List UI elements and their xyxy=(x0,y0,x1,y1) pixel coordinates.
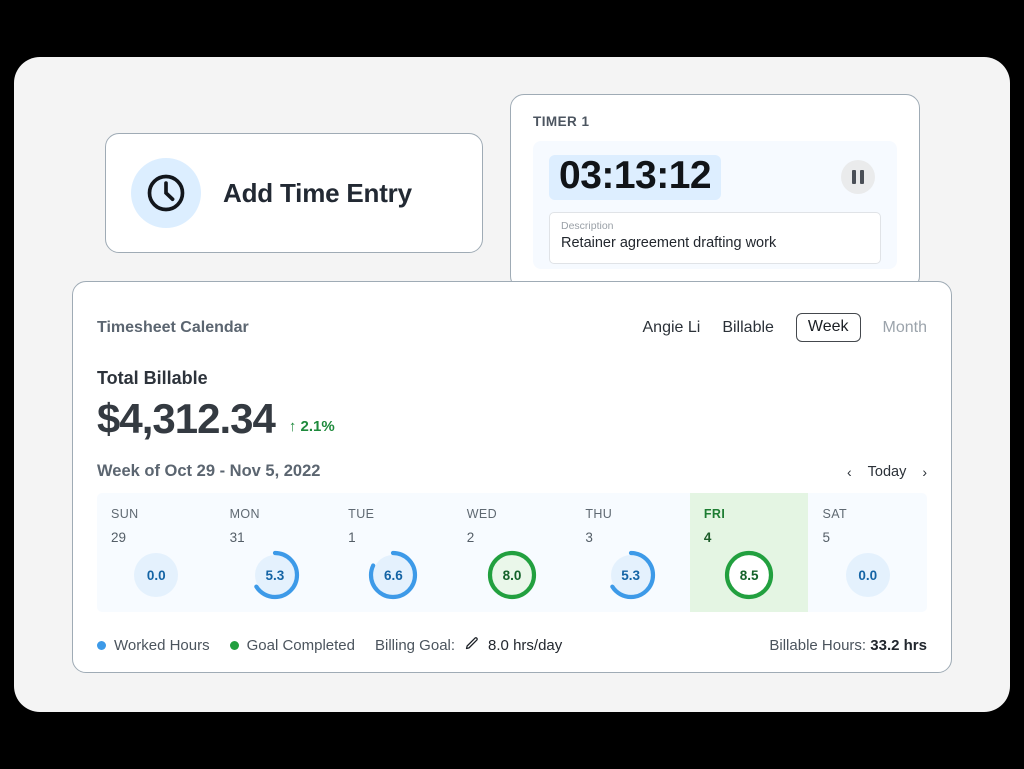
add-time-entry-button[interactable]: Add Time Entry xyxy=(105,133,483,253)
billing-goal-value[interactable]: 8.0 hrs/day xyxy=(488,637,563,654)
pencil-icon[interactable] xyxy=(464,636,479,655)
day-number: 2 xyxy=(466,530,475,545)
day-cell-sun[interactable]: SUN 29 0.0 xyxy=(97,493,216,612)
tab-week[interactable]: Week xyxy=(795,313,861,342)
billable-filter[interactable]: Billable xyxy=(722,318,774,336)
day-number: 1 xyxy=(348,530,356,545)
pause-icon[interactable] xyxy=(841,160,875,195)
day-hours-ring: 0.0 xyxy=(130,549,182,601)
day-number: 5 xyxy=(822,530,830,545)
total-billable-label: Total Billable xyxy=(97,368,208,388)
prev-week-icon[interactable]: ‹ xyxy=(846,463,852,480)
week-navigation-row: Week of Oct 29 - Nov 5, 2022 ‹ Today › xyxy=(97,462,927,481)
pause-bar-right xyxy=(860,170,864,185)
billable-hours-value: 33.2 hrs xyxy=(870,637,927,654)
day-hours-value: 8.5 xyxy=(739,567,759,583)
day-name: THU xyxy=(585,507,613,521)
add-time-entry-label: Add Time Entry xyxy=(223,177,412,208)
day-cell-wed[interactable]: WED 2 8.0 xyxy=(452,493,572,612)
day-name: WED xyxy=(466,507,498,521)
legend-dot-goal xyxy=(229,641,239,650)
legend-group: Worked Hours Goal Completed Billing Goal… xyxy=(97,636,562,655)
day-hours-value: 5.3 xyxy=(621,567,640,583)
week-days-grid: SUN 29 0.0 MON 31 5.3 TUE 1 6.6 WED 2 8.0 THU 3 5.3 FRI… xyxy=(97,493,927,612)
next-week-icon[interactable]: › xyxy=(922,463,927,480)
day-hours-ring: 8.5 xyxy=(723,549,775,601)
billable-hours-label: Billable Hours: xyxy=(769,637,867,654)
day-hours-value: 8.0 xyxy=(502,567,522,583)
week-nav-group: ‹ Today › xyxy=(847,464,927,480)
day-cell-tue[interactable]: TUE 1 6.6 xyxy=(334,493,453,612)
legend-worked-hours: Worked Hours xyxy=(97,637,210,654)
timer-description-input[interactable]: Retainer agreement drafting work xyxy=(561,235,777,252)
day-hours-ring: 5.3 xyxy=(249,549,301,601)
legend-goal-label: Goal Completed xyxy=(246,637,355,654)
day-cell-mon[interactable]: MON 31 5.3 xyxy=(215,493,335,612)
total-billable-amount: $4,312.34 xyxy=(97,395,276,442)
day-name: SUN xyxy=(111,507,139,521)
timer-description-label: Description xyxy=(561,219,614,232)
day-cell-thu[interactable]: THU 3 5.3 xyxy=(571,493,690,612)
day-hours-value: 6.6 xyxy=(384,567,403,583)
timer-title: TIMER 1 xyxy=(533,114,590,129)
timesheet-controls: Angie Li Billable Week Month xyxy=(642,313,927,342)
pause-bar-left xyxy=(852,170,856,185)
timesheet-header: Timesheet Calendar Angie Li Billable Wee… xyxy=(97,282,927,342)
timer-description-field[interactable]: Description Retainer agreement drafting … xyxy=(549,211,881,264)
day-name: TUE xyxy=(348,507,375,521)
today-button[interactable]: Today xyxy=(867,463,907,480)
day-number: 29 xyxy=(111,530,127,545)
day-cell-fri[interactable]: FRI 4 8.5 xyxy=(689,493,809,612)
day-number: 31 xyxy=(229,530,245,545)
day-number: 3 xyxy=(585,530,593,545)
day-hours-ring: 0.0 xyxy=(842,549,894,601)
day-cell-sat[interactable]: SAT 5 0.0 xyxy=(808,493,927,612)
billable-hours-summary: Billable Hours: 33.2 hrs xyxy=(769,637,927,654)
user-filter[interactable]: Angie Li xyxy=(642,318,701,336)
timer-display-row: 03:13:12 xyxy=(549,155,881,200)
day-hours-ring: 6.6 xyxy=(367,549,419,601)
total-billable-delta: ↑ 2.1% xyxy=(288,418,335,435)
day-hours-value: 0.0 xyxy=(146,567,166,583)
timer-elapsed-value[interactable]: 03:13:12 xyxy=(549,155,722,200)
day-hours-value: 5.3 xyxy=(265,567,285,583)
tab-month[interactable]: Month xyxy=(882,318,927,336)
timesheet-footer: Worked Hours Goal Completed Billing Goal… xyxy=(97,636,927,655)
legend-goal-completed: Goal Completed xyxy=(229,637,355,654)
day-hours-ring: 8.0 xyxy=(486,549,538,601)
legend-worked-label: Worked Hours xyxy=(114,637,210,654)
page-title: Timesheet Calendar xyxy=(97,318,249,336)
day-hours-value: 0.0 xyxy=(858,567,878,583)
timer-inner-panel: 03:13:12 Description Retainer agreement … xyxy=(533,141,897,269)
day-name: FRI xyxy=(703,507,726,521)
clock-icon xyxy=(131,158,201,228)
total-billable-row: $4,312.34 ↑ 2.1% xyxy=(97,398,927,440)
timesheet-calendar-card: Timesheet Calendar Angie Li Billable Wee… xyxy=(72,281,952,673)
day-name: MON xyxy=(229,507,260,521)
day-name: SAT xyxy=(822,507,848,521)
day-hours-ring: 5.3 xyxy=(605,549,657,601)
timer-card: TIMER 1 03:13:12 Description Retainer ag… xyxy=(510,94,920,290)
week-range-label: Week of Oct 29 - Nov 5, 2022 xyxy=(97,462,321,480)
day-number: 4 xyxy=(703,530,712,545)
billing-goal-group: Billing Goal: 8.0 hrs/day xyxy=(375,636,562,655)
legend-dot-worked xyxy=(97,641,106,650)
billing-goal-label: Billing Goal: xyxy=(375,637,456,654)
